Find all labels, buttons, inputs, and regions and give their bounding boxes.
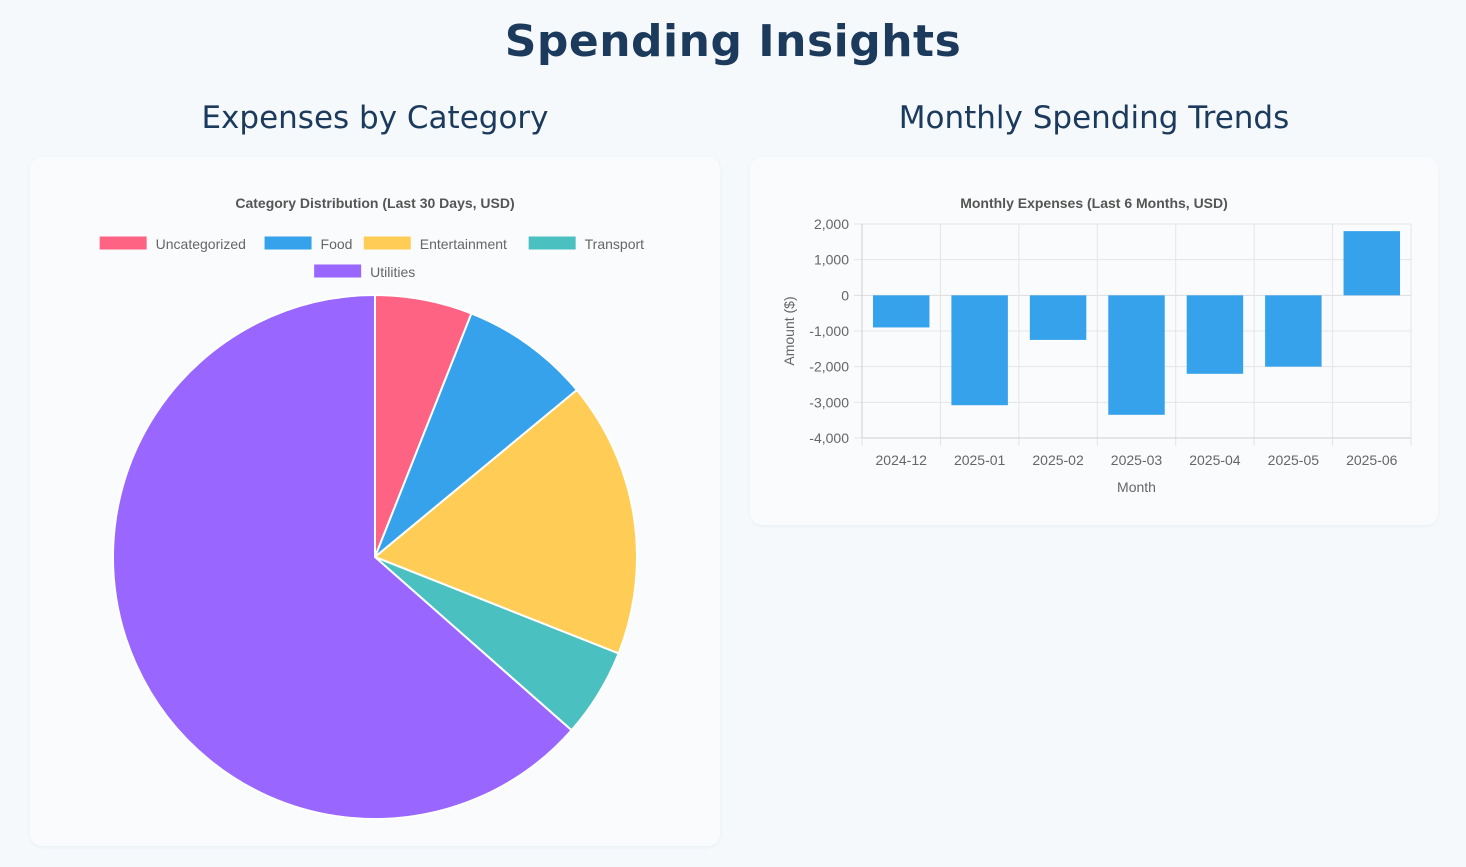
x-tick-label: 2024-12 [876,452,928,468]
legend-swatch [264,236,312,250]
bar-2025-03[interactable] [1108,295,1165,415]
legend-swatch [314,264,362,278]
legend-item-transport[interactable]: Transport [528,236,645,252]
bar-2024-12[interactable] [872,295,930,328]
monthly-bar-card: Monthly Expenses (Last 6 Months, USD) 2,… [750,157,1438,525]
y-tick-label: -4,000 [809,430,849,446]
y-tick-label: 0 [841,287,849,303]
expenses-by-category-heading: Expenses by Category [201,100,549,136]
y-tick-label: -3,000 [809,394,849,410]
legend-swatch [99,236,147,250]
y-axis-title: Amount ($) [781,296,797,365]
pie-slice-utilities[interactable] [112,293,573,820]
monthly-spending-trends-heading: Monthly Spending Trends [898,100,1290,136]
x-tick-label: 2025-05 [1268,452,1320,468]
legend-swatch [363,236,411,250]
pie-slice-food[interactable] [374,312,579,558]
x-tick-label: 2025-04 [1189,452,1241,468]
legend-item-entertainment[interactable]: Entertainment [363,236,507,252]
legend-swatch [528,236,576,250]
legend-item-food[interactable]: Food [264,236,353,252]
legend-label: Utilities [370,264,415,280]
y-tick-label: 1,000 [814,252,849,268]
legend-label: Uncategorized [156,236,246,252]
x-tick-label: 2025-03 [1111,452,1163,468]
x-tick-label: 2025-01 [954,452,1006,468]
legend-label: Food [321,236,353,252]
bar-chart-title: Monthly Expenses (Last 6 Months, USD) [960,195,1228,211]
x-tick-label: 2025-06 [1346,452,1398,468]
x-axis-title: Month [1117,479,1156,495]
bar-2025-06[interactable] [1343,231,1401,296]
pie-chart-title: Category Distribution (Last 30 Days, USD… [235,195,515,211]
bar-2025-01[interactable] [951,295,1008,406]
y-tick-label: -1,000 [809,323,849,339]
category-pie-chart: Uncategorized Food Entertainment Transport U… [99,236,645,820]
bar-2025-04[interactable] [1186,295,1244,374]
pie-slice-entertainment[interactable] [373,388,638,655]
legend-item-uncategorized[interactable]: Uncategorized [99,236,246,252]
bar-2025-02[interactable] [1029,295,1087,340]
y-tick-label: 2,000 [814,216,849,232]
legend-label: Transport [585,236,645,252]
monthly-bar-chart: 2,000 1,000 0 -1,000 -2,000 -3,000 -4,000 2024-… [781,216,1412,495]
legend-label: Entertainment [420,236,507,252]
category-pie-card: Category Distribution (Last 30 Days, USD… [30,157,720,846]
legend-item-utilities[interactable]: Utilities [314,264,415,280]
page-title: Spending Insights [504,16,962,67]
bar-2025-05[interactable] [1265,295,1322,367]
x-tick-label: 2025-02 [1032,452,1084,468]
y-tick-label: -2,000 [809,359,849,375]
